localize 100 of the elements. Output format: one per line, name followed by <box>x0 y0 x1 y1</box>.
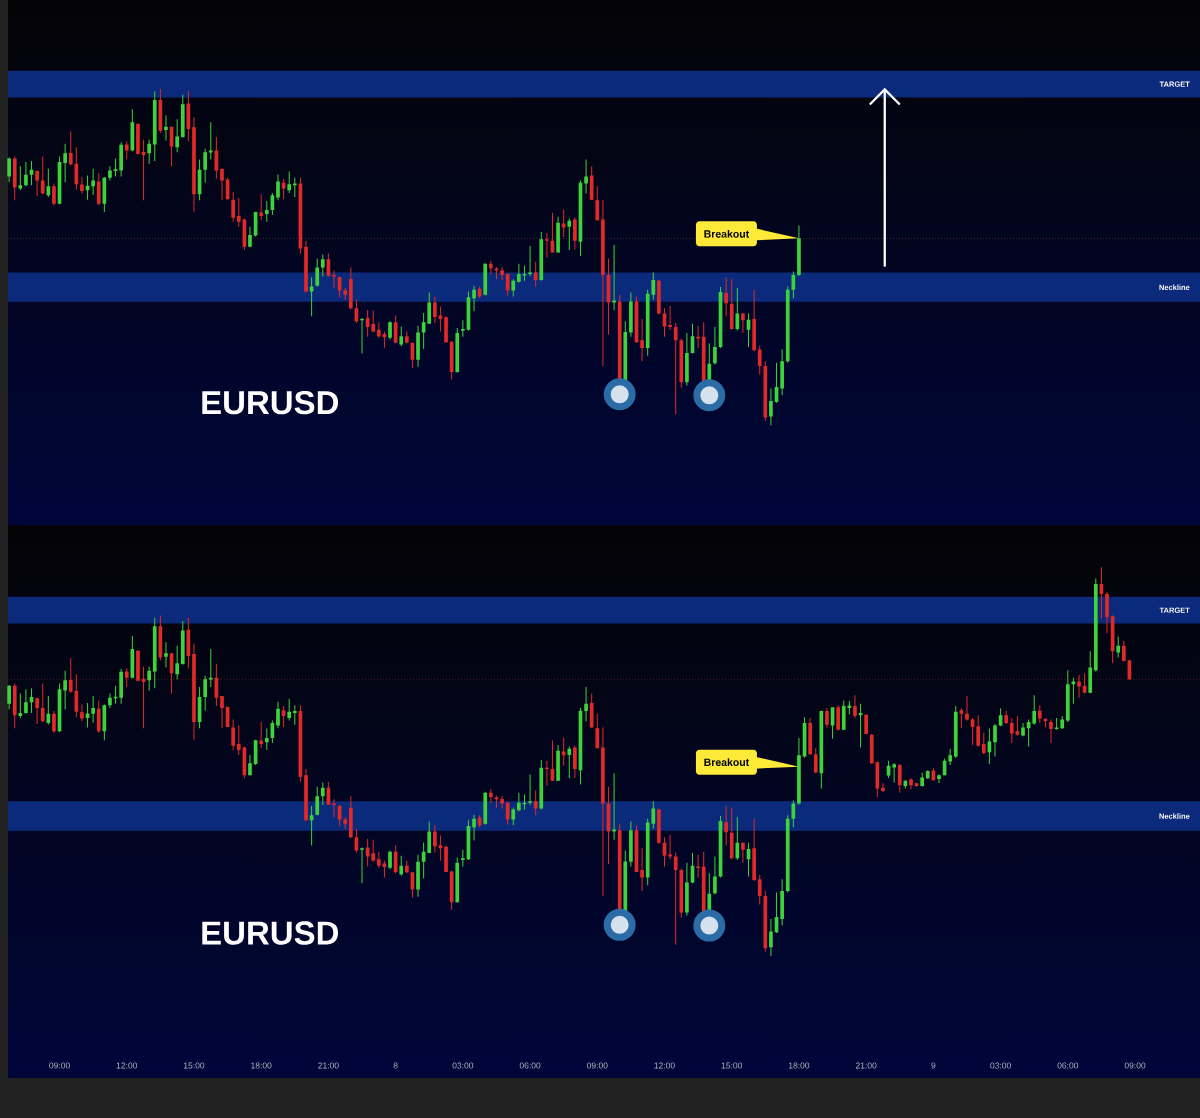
candlestick <box>382 331 387 348</box>
candlestick <box>304 768 308 822</box>
candlestick <box>713 856 717 895</box>
candlestick <box>685 333 689 386</box>
candlestick <box>96 173 101 206</box>
candlestick <box>729 807 734 860</box>
candlestick <box>539 231 544 281</box>
candlestick <box>629 292 633 337</box>
candlestick <box>914 782 919 787</box>
candlestick <box>152 617 157 689</box>
candlestick <box>18 166 23 191</box>
candlestick <box>472 814 476 841</box>
candlestick <box>124 141 129 160</box>
candlestick <box>1082 673 1087 694</box>
candlestick <box>276 701 280 729</box>
candlestick <box>595 186 600 221</box>
candlestick <box>320 782 325 806</box>
candlestick <box>847 700 852 715</box>
candlestick <box>85 702 90 728</box>
candlestick <box>696 325 700 348</box>
candlestick <box>192 643 196 740</box>
candlestick <box>869 734 874 764</box>
candlestick <box>46 168 51 197</box>
candlestick <box>976 715 981 747</box>
candlestick <box>108 166 112 181</box>
candlestick <box>74 147 79 190</box>
candlestick <box>236 197 241 227</box>
candlestick <box>1032 695 1037 725</box>
candlestick <box>477 815 482 828</box>
candlestick <box>315 786 320 816</box>
candlestick <box>7 685 11 710</box>
candlestick <box>472 285 476 312</box>
candlestick <box>438 835 443 861</box>
candlestick <box>881 783 885 792</box>
candlestick <box>399 855 404 876</box>
candlestick <box>220 168 224 201</box>
candlestick <box>657 808 661 844</box>
candlestick <box>533 790 538 816</box>
candlestick <box>757 345 762 375</box>
candlestick <box>259 194 264 221</box>
candlestick <box>343 288 348 300</box>
candlestick <box>292 177 297 197</box>
x-tick-label: 03:00 <box>452 1062 474 1069</box>
candlestick <box>561 737 566 766</box>
candlestick <box>287 171 292 193</box>
candlestick <box>937 774 941 783</box>
candlestick <box>180 94 185 138</box>
candlestick <box>797 737 801 805</box>
candlestick <box>780 879 784 926</box>
candlestick <box>629 821 633 867</box>
candlestick <box>259 721 264 748</box>
candlestick <box>136 123 140 155</box>
candlestick <box>231 719 236 750</box>
candlestick <box>24 161 28 187</box>
candlestick <box>813 747 818 774</box>
candlestick <box>461 320 465 337</box>
candlestick <box>511 279 516 297</box>
candlestick <box>461 849 465 867</box>
candlestick <box>124 668 129 687</box>
candlestick <box>1105 591 1109 634</box>
candlestick <box>567 218 572 251</box>
candlestick <box>545 232 549 258</box>
x-tick-label: 03:00 <box>990 1062 1011 1069</box>
candlestick <box>791 800 796 828</box>
candlestick <box>7 157 11 183</box>
candlestick <box>119 142 124 177</box>
candlestick <box>505 802 510 825</box>
candlestick <box>528 246 532 276</box>
candlestick <box>808 718 812 755</box>
candlestick <box>63 143 67 183</box>
candlestick <box>421 842 426 879</box>
candlestick <box>1121 640 1126 662</box>
candlestick <box>40 683 45 722</box>
candlestick <box>567 746 572 779</box>
x-tick-label: 09:00 <box>1124 1062 1146 1069</box>
candlestick <box>68 131 73 166</box>
candlestick <box>248 754 252 776</box>
x-tick-label: 06:00 <box>519 1062 541 1069</box>
candlestick <box>925 770 930 780</box>
candlestick <box>404 860 409 874</box>
candlestick <box>763 361 768 421</box>
candlestick <box>141 666 146 729</box>
candlestick <box>668 835 672 860</box>
candlestick <box>752 818 756 881</box>
candlestick <box>287 698 292 721</box>
candlestick <box>533 261 538 287</box>
candlestick <box>444 316 448 343</box>
candlestick <box>724 805 728 846</box>
candlestick <box>292 705 297 725</box>
x-tick-label: 8 <box>393 1062 398 1069</box>
candlestick <box>248 226 252 248</box>
candlestick <box>517 263 521 283</box>
candlestick <box>595 713 600 749</box>
candlestick <box>304 240 308 293</box>
candlestick <box>455 857 460 903</box>
candlestick <box>539 760 544 810</box>
candlestick <box>203 675 208 711</box>
candlestick <box>673 323 678 415</box>
candlestick <box>489 789 493 803</box>
candlestick <box>276 174 280 201</box>
